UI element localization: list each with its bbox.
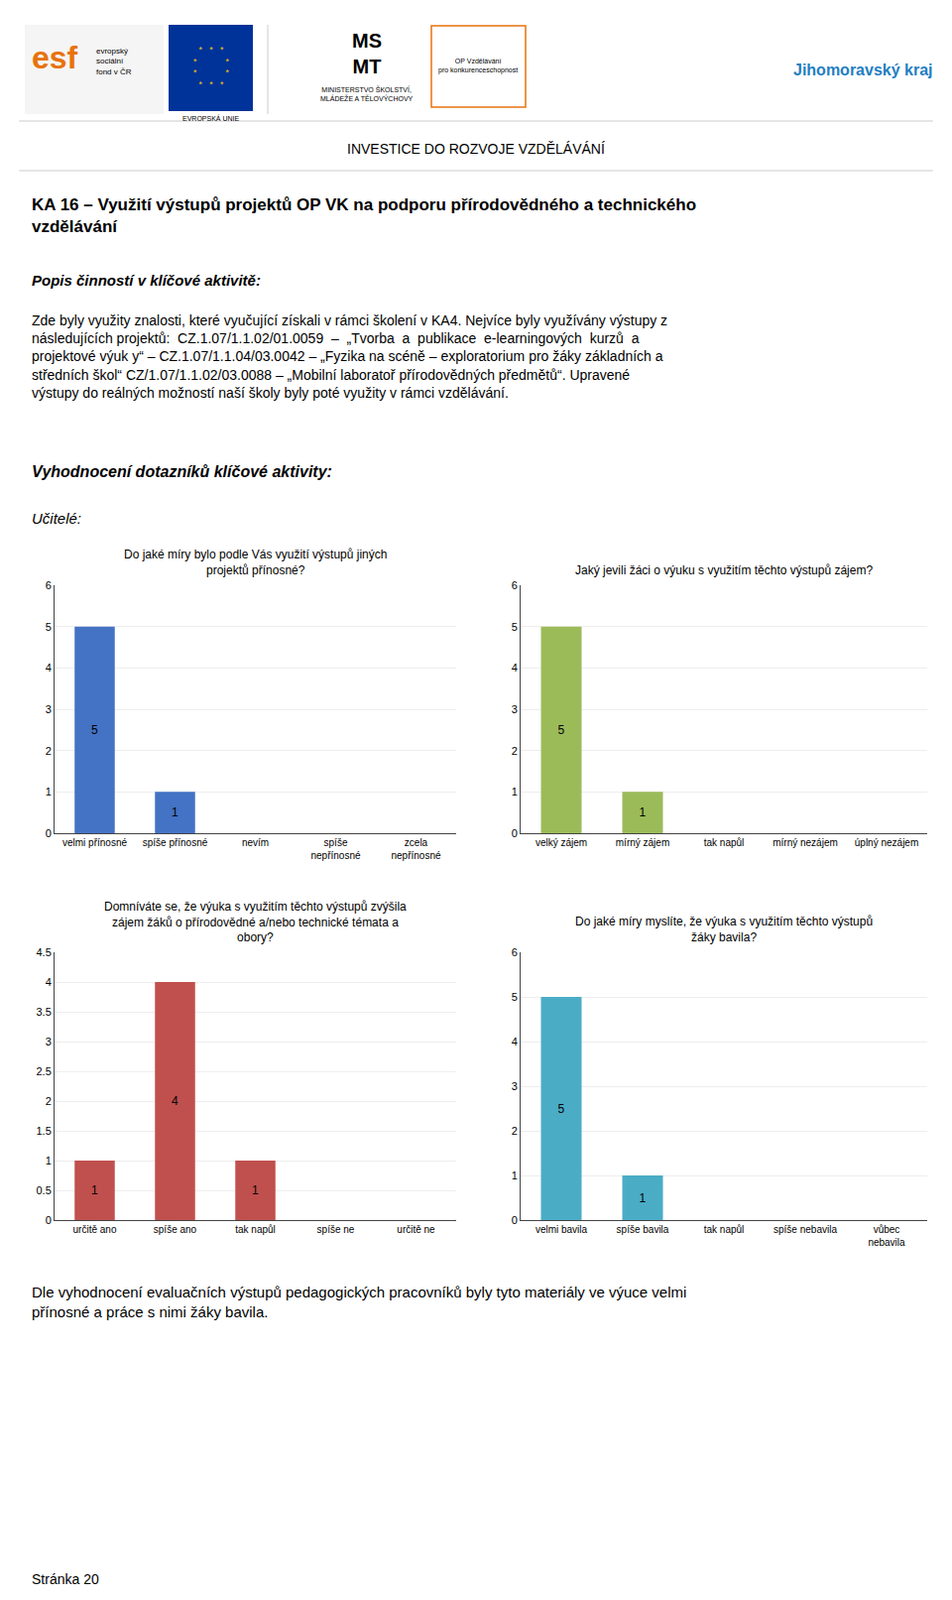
svg-text:4.5: 4.5 [36, 946, 52, 958]
svg-text:1: 1 [639, 805, 647, 820]
svg-text:0: 0 [511, 1213, 518, 1226]
svg-text:2: 2 [511, 744, 518, 757]
svg-text:velmi přínosné: velmi přínosné [62, 836, 127, 848]
svg-text:Jihomoravský kraj: Jihomoravský kraj [793, 61, 934, 79]
svg-text:4: 4 [45, 661, 52, 674]
svg-text:esf: esf [31, 39, 79, 76]
svg-text:1: 1 [45, 1154, 52, 1167]
svg-text:3: 3 [511, 1079, 518, 1092]
svg-text:Popis činností v klíčové aktiv: Popis činností v klíčové aktivitě: [31, 271, 261, 289]
svg-text:5: 5 [511, 990, 518, 1003]
svg-text:1.5: 1.5 [36, 1124, 52, 1137]
svg-text:6: 6 [511, 946, 518, 958]
svg-text:2: 2 [45, 744, 52, 757]
svg-text:Do jaké míry bylo podle Vás vy: Do jaké míry bylo podle Vás využití výst… [123, 547, 387, 578]
svg-text:4: 4 [511, 661, 518, 674]
svg-text:1: 1 [511, 1169, 518, 1182]
svg-text:1: 1 [251, 1183, 259, 1197]
svg-text:0: 0 [511, 827, 518, 839]
svg-text:4: 4 [45, 975, 52, 988]
svg-text:1: 1 [171, 805, 179, 820]
svg-text:2: 2 [511, 1124, 518, 1137]
svg-text:Stránka 20: Stránka 20 [31, 1570, 100, 1587]
svg-text:KA 16 – Využití výstupů projek: KA 16 – Využití výstupů projektů OP VK n… [31, 195, 697, 237]
svg-text:velký zájem: velký zájem [535, 836, 588, 848]
svg-text:Vyhodnocení dotazníků klíčové: Vyhodnocení dotazníků klíčové aktivity: [31, 463, 333, 480]
svg-text:5: 5 [45, 620, 52, 633]
svg-text:1: 1 [45, 785, 52, 798]
svg-text:spíše ano: spíše ano [153, 1223, 198, 1235]
svg-text:vůbecnebavila: vůbecnebavila [867, 1223, 906, 1248]
svg-text:spíše nebavila: spíše nebavila [773, 1223, 837, 1235]
svg-text:6: 6 [45, 579, 52, 592]
svg-text:1: 1 [639, 1190, 647, 1205]
svg-text:tak napůl: tak napůl [704, 1223, 745, 1235]
svg-text:Zde byly využity znalosti, kte: Zde byly využity znalosti, které vyučují… [31, 312, 668, 401]
svg-text:0: 0 [45, 1213, 52, 1226]
svg-text:Dle vyhodnocení evaluačních vý: Dle vyhodnocení evaluačních výstupů peda… [31, 1283, 687, 1320]
svg-text:spíše přínosné: spíše přínosné [142, 836, 209, 848]
svg-text:určitě ano: určitě ano [73, 1223, 118, 1235]
svg-text:určitě ne: určitě ne [396, 1223, 436, 1235]
svg-text:5: 5 [91, 722, 99, 737]
svg-text:* * ** ** ** * *: * * ** ** ** * * [192, 46, 231, 92]
svg-text:Učitelé:: Učitelé: [31, 509, 82, 527]
svg-text:zcelanepřínosné: zcelanepřínosné [390, 836, 441, 861]
svg-text:tak napůl: tak napůl [235, 1223, 276, 1235]
svg-text:MSMT: MSMT [352, 29, 382, 78]
svg-text:5: 5 [558, 1101, 566, 1116]
svg-text:5: 5 [558, 722, 566, 737]
svg-text:2: 2 [45, 1094, 52, 1107]
svg-text:spíšenepřínosné: spíšenepřínosné [310, 836, 360, 861]
svg-text:2.5: 2.5 [36, 1065, 52, 1077]
svg-text:nevím: nevím [241, 836, 269, 848]
svg-text:tak napůl: tak napůl [704, 836, 745, 848]
svg-text:3: 3 [45, 703, 52, 715]
svg-text:0: 0 [45, 827, 52, 839]
svg-text:EVROPSKÁ UNIE: EVROPSKÁ UNIE [182, 114, 240, 122]
svg-text:1: 1 [511, 785, 518, 798]
svg-text:mírný zájem: mírný zájem [615, 836, 670, 848]
svg-text:6: 6 [511, 579, 518, 592]
svg-text:5: 5 [511, 620, 518, 633]
svg-text:evropskýsociálnífond v ČR: evropskýsociálnífond v ČR [96, 46, 132, 77]
svg-text:Do jaké míry myslíte, že výuka: Do jaké míry myslíte, že výuka s využití… [575, 914, 873, 945]
svg-text:Domníváte se, že výuka s využi: Domníváte se, že výuka s využitím těchto… [104, 899, 407, 945]
svg-text:OP Vzdělávánípro konkurencesch: OP Vzdělávánípro konkurenceschopnost [438, 57, 518, 75]
svg-text:úplný nezájem: úplný nezájem [854, 836, 919, 848]
svg-text:3.5: 3.5 [36, 1005, 52, 1018]
svg-text:4: 4 [511, 1035, 518, 1048]
svg-text:3: 3 [511, 703, 518, 715]
svg-text:0.5: 0.5 [36, 1184, 52, 1196]
svg-text:mírný nezájem: mírný nezájem [772, 836, 838, 848]
svg-text:1: 1 [91, 1183, 99, 1197]
svg-text:4: 4 [171, 1093, 179, 1108]
svg-text:MINISTERSTVO ŠKOLSTVÍ,MLÁDEŽE: MINISTERSTVO ŠKOLSTVÍ,MLÁDEŽE A TĚLOVÝCH… [320, 85, 414, 103]
svg-text:spíše ne: spíše ne [317, 1223, 356, 1235]
svg-text:Jaký jevili žáci o výuku s vyu: Jaký jevili žáci o výuku s využitím těch… [575, 563, 873, 578]
svg-text:3: 3 [45, 1035, 52, 1048]
svg-text:spíše bavila: spíše bavila [616, 1223, 670, 1235]
svg-text:velmi bavila: velmi bavila [535, 1223, 589, 1235]
svg-text:INVESTICE DO ROZVOJE VZDĚLÁVÁN: INVESTICE DO ROZVOJE VZDĚLÁVÁNÍ [347, 140, 605, 157]
